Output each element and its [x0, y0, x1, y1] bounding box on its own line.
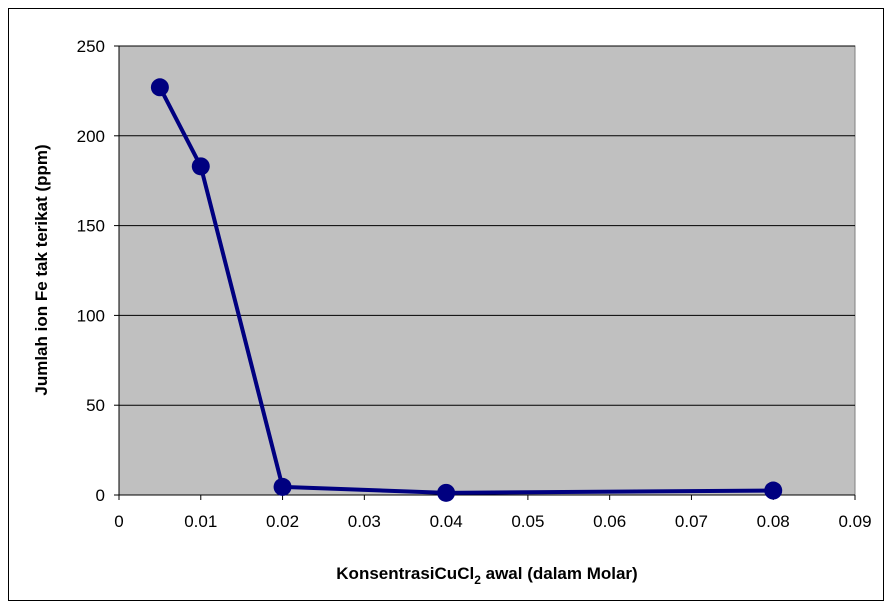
- y-tick-label: 200: [77, 127, 105, 146]
- y-tick-label: 250: [77, 37, 105, 56]
- x-axis-title-subscript: 2: [474, 573, 481, 587]
- y-axis-title: Jumlah ion Fe tak terikat (ppm): [32, 144, 51, 395]
- data-point: [764, 481, 783, 500]
- y-tick-label: 0: [96, 486, 105, 505]
- x-tick-label: 0.06: [593, 512, 626, 531]
- data-series: [150, 78, 783, 502]
- x-tick-label: 0.02: [266, 512, 299, 531]
- x-tick-label: 0.04: [430, 512, 463, 531]
- y-tick-label: 150: [77, 217, 105, 236]
- x-tick-labels: 0 0.01 0.02 0.03 0.04 0.05 0.06 0.07 0.08 0.09: [114, 512, 871, 531]
- x-axis-title: KonsentrasiCuCl2 awal (dalam Molar): [336, 564, 637, 587]
- data-point: [150, 78, 169, 97]
- x-tick-label: 0.09: [838, 512, 871, 531]
- data-point: [191, 157, 210, 176]
- x-tick-label: 0.03: [348, 512, 381, 531]
- x-tick-label: 0: [114, 512, 123, 531]
- x-tick-label: 0.07: [675, 512, 708, 531]
- x-tick-label: 0.01: [184, 512, 217, 531]
- gridlines: [119, 45, 855, 406]
- data-point: [273, 477, 292, 496]
- y-tick-label: 50: [86, 396, 105, 415]
- x-tick-label: 0.05: [511, 512, 544, 531]
- plot-area: [118, 45, 856, 496]
- y-tick-labels: 0 50 100 150 200 250: [77, 37, 105, 505]
- y-tick-label: 100: [77, 306, 105, 325]
- x-tick-label: 0.08: [757, 512, 790, 531]
- data-point: [437, 483, 456, 502]
